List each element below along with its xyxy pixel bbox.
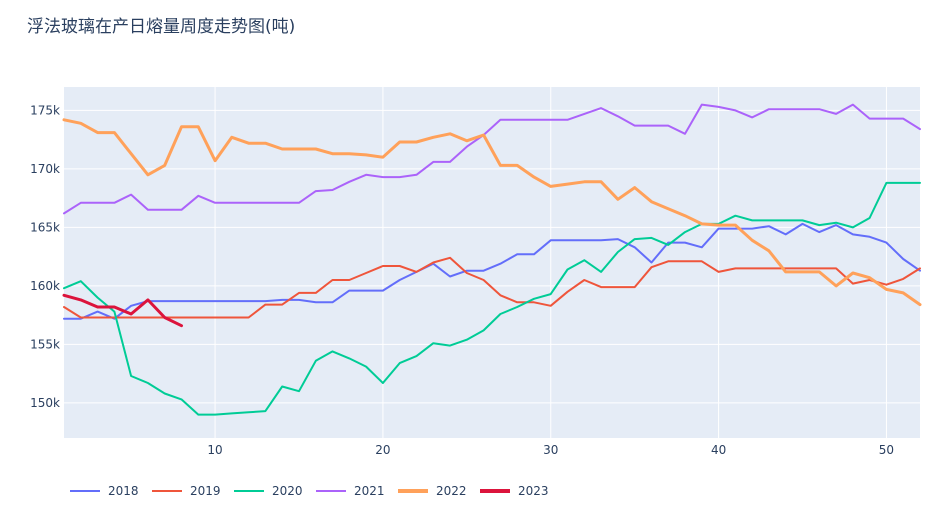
legend-label: 2021 <box>354 484 385 498</box>
y-tick-label: 165k <box>30 220 60 234</box>
legend-label: 2023 <box>518 484 549 498</box>
y-tick-label: 160k <box>30 279 60 293</box>
series-line-2021 <box>63 103 921 215</box>
series-line-2018 <box>63 222 921 320</box>
legend-item-2019[interactable]: 2019 <box>152 484 221 498</box>
series-lines <box>62 103 922 416</box>
legend-item-2020[interactable]: 2020 <box>234 484 303 498</box>
legend-label: 2018 <box>108 484 139 498</box>
x-tick-label: 10 <box>207 443 222 457</box>
x-tick-label: 20 <box>375 443 390 457</box>
grid-lines <box>64 87 920 438</box>
legend-label: 2019 <box>190 484 221 498</box>
axis-ticks: 150k 155k 160k 165k 170k 175k 10 20 30 40 50 <box>30 103 894 457</box>
x-tick-label: 30 <box>543 443 558 457</box>
legend-item-2021[interactable]: 2021 <box>316 484 385 498</box>
y-tick-label: 150k <box>30 396 60 410</box>
series-line-2023 <box>62 293 183 328</box>
chart-title: 浮法玻璃在产日熔量周度走势图(吨) <box>27 17 296 37</box>
x-tick-label: 40 <box>711 443 726 457</box>
y-tick-label: 175k <box>30 103 60 117</box>
series-line-2022 <box>62 118 922 307</box>
series-line-2020 <box>63 181 921 416</box>
legend-item-2022[interactable]: 2022 <box>398 484 467 498</box>
plot-area <box>64 87 920 438</box>
legend: 2018 2019 2020 2021 2022 2023 <box>70 484 549 498</box>
x-tick-label: 50 <box>879 443 894 457</box>
legend-item-2018[interactable]: 2018 <box>70 484 139 498</box>
legend-item-2023[interactable]: 2023 <box>480 484 549 498</box>
series-line-2019 <box>63 256 921 319</box>
y-tick-label: 155k <box>30 337 60 351</box>
y-tick-label: 170k <box>30 162 60 176</box>
legend-label: 2022 <box>436 484 467 498</box>
legend-label: 2020 <box>272 484 303 498</box>
